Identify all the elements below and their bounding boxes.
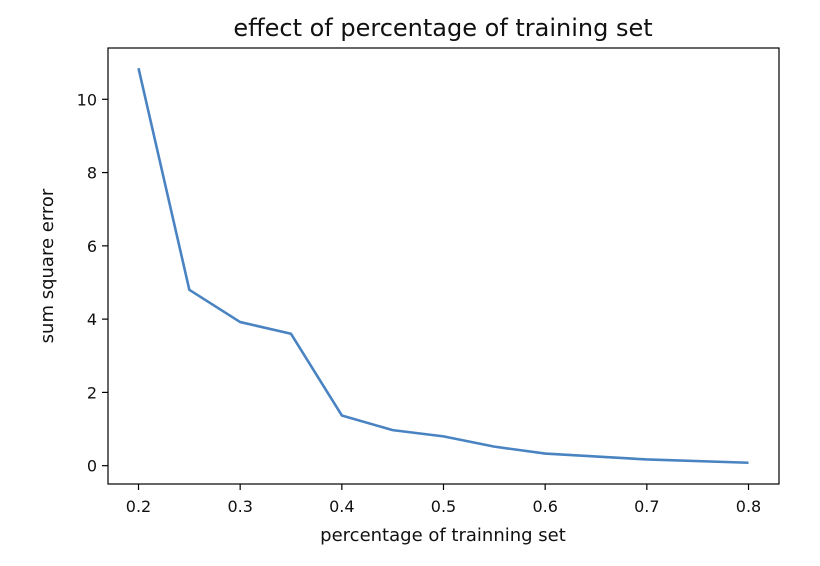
y-tick-label: 2 [87, 383, 97, 402]
y-tick-label: 8 [87, 164, 97, 183]
series-layer [137, 67, 749, 465]
y-axis: 0 2 4 6 8 10 [77, 90, 108, 476]
x-tick-label: 0.2 [126, 497, 151, 516]
x-tick-label: 0.5 [431, 497, 456, 516]
chart-title: effect of percentage of training set [233, 14, 652, 42]
y-axis-label: sum square error [37, 188, 58, 343]
x-axis-label: percentage of trainning set [320, 525, 566, 546]
y-tick-label: 0 [87, 457, 97, 476]
x-tick-label: 0.7 [634, 497, 659, 516]
plot-frame [107, 47, 780, 485]
y-tick-label: 6 [87, 237, 97, 256]
x-tick-label: 0.3 [227, 497, 252, 516]
x-tick-label: 0.8 [736, 497, 761, 516]
x-axis: 0.2 0.3 0.4 0.5 0.6 0.7 0.8 [126, 484, 761, 516]
y-tick-label: 10 [77, 90, 97, 109]
y-tick-label: 4 [87, 310, 97, 329]
x-tick-label: 0.6 [532, 497, 557, 516]
x-tick-label: 0.4 [329, 497, 354, 516]
plot-area: 0.2 0.3 0.4 0.5 0.6 0.7 0.8 0 2 4 6 8 10 [77, 47, 780, 516]
series-line-1 [137, 67, 749, 465]
